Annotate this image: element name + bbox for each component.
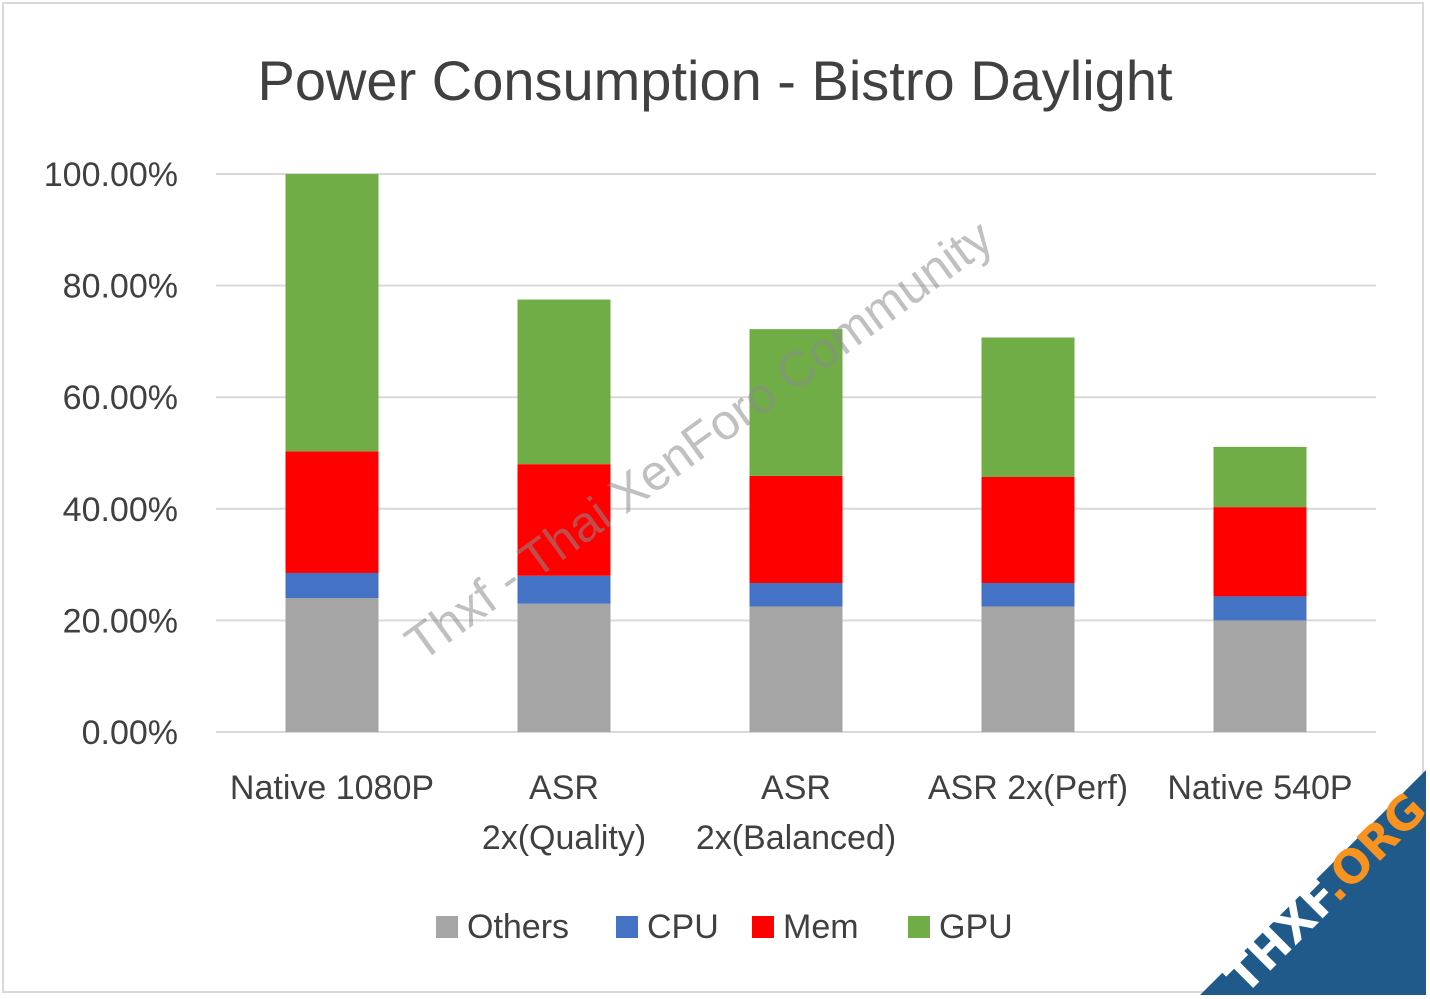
- y-axis-ticks: 0.00% 20.00% 40.00% 60.00% 80.00% 100.00%: [44, 156, 178, 752]
- bar-gpu: [749, 329, 843, 476]
- legend-swatch-gpu: [908, 916, 930, 938]
- y-tick-label: 0.00%: [82, 714, 178, 752]
- y-tick-label: 60.00%: [63, 379, 178, 417]
- bar-others: [285, 598, 379, 732]
- y-tick-label: 100.00%: [44, 156, 178, 194]
- legend-swatch-mem: [752, 916, 774, 938]
- x-category-label: 2x(Quality): [482, 819, 646, 857]
- legend: Others CPU Mem GPU: [436, 908, 1013, 946]
- x-category-label: ASR: [761, 769, 831, 807]
- bar-cpu: [981, 583, 1075, 607]
- bar-others: [981, 606, 1075, 732]
- bar-mem: [285, 451, 379, 573]
- y-tick-label: 40.00%: [63, 491, 178, 529]
- legend-label-others: Others: [467, 908, 569, 946]
- bar-mem: [517, 464, 611, 576]
- x-category-label: ASR 2x(Perf): [928, 769, 1128, 807]
- bar-cpu: [1213, 596, 1307, 621]
- bar-gpu: [1213, 446, 1307, 508]
- bar-gpu: [981, 337, 1075, 477]
- bar-others: [517, 603, 611, 732]
- legend-swatch-cpu: [616, 916, 638, 938]
- legend-label-gpu: GPU: [939, 908, 1013, 946]
- x-axis-categories: Native 1080P ASR 2x(Quality) ASR 2x(Balanced…: [230, 769, 1353, 857]
- x-category-label: 2x(Balanced): [696, 819, 896, 857]
- y-tick-label: 80.00%: [63, 268, 178, 306]
- legend-swatch-others: [436, 916, 458, 938]
- chart-title: Power Consumption - Bistro Daylight: [257, 49, 1172, 112]
- bar-cpu: [285, 572, 379, 599]
- bar-mem: [981, 476, 1075, 584]
- bars: [285, 174, 1307, 732]
- bar-gpu: [517, 299, 611, 465]
- bar-others: [1213, 620, 1307, 732]
- watermark-text: Thxf - Thai XenForo Community: [395, 209, 1003, 672]
- bar-cpu: [517, 575, 611, 604]
- y-tick-label: 20.00%: [63, 602, 178, 640]
- x-category-label: Native 1080P: [230, 769, 434, 807]
- bar-cpu: [749, 583, 843, 607]
- x-category-label: Native 540P: [1167, 769, 1352, 807]
- legend-label-mem: Mem: [783, 908, 859, 946]
- bar-gpu: [285, 174, 379, 452]
- badge-triangle: [1200, 769, 1426, 995]
- bar-mem: [1213, 507, 1307, 597]
- legend-label-cpu: CPU: [647, 908, 719, 946]
- x-category-label: ASR: [529, 769, 599, 807]
- bar-mem: [749, 475, 843, 584]
- bar-others: [749, 606, 843, 732]
- chart: Power Consumption - Bistro Daylight 0.00…: [44, 49, 1426, 995]
